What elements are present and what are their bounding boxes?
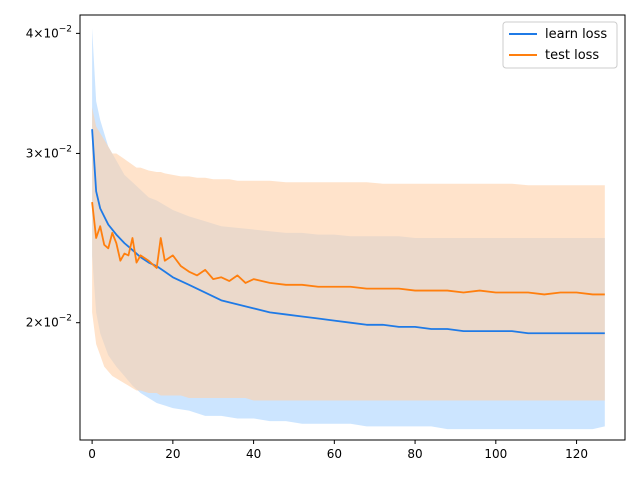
y-tick-base: ×10 [33,146,58,160]
y-tick-mantissa: 4 [26,26,34,40]
y-tick-exponent: −2 [59,314,72,324]
x-tick-label: 80 [407,447,422,461]
y-tick-mantissa: 2 [26,316,34,330]
y-tick-base: ×10 [33,26,58,40]
plot-area [91,28,605,430]
y-tick-exponent: −2 [59,24,72,34]
y-tick-base: ×10 [33,316,58,330]
x-tick-label: 0 [88,447,96,461]
axes-frame [79,14,626,441]
x-tick-label: 20 [165,447,180,461]
line-series-1 [91,201,605,296]
y-tick-label: 3×10−2 [26,144,72,160]
legend-label: test loss [545,48,599,63]
x-tick-label: 40 [246,447,261,461]
x-axis: 0 20 40 60 80 100 120 [88,440,588,461]
x-tick-label: 60 [327,447,342,461]
x-tick-label: 120 [565,447,588,461]
legend-label: learn loss [545,27,607,42]
y-tick-label: 4×10−2 [26,24,72,40]
y-tick-mantissa: 3 [26,146,34,160]
legend: learn loss test loss [502,21,618,69]
y-tick-label: 2×10−2 [26,314,72,330]
y-tick-exponent: −2 [59,144,72,154]
x-tick-label: 100 [484,447,507,461]
y-axis: 2×10−23×10−24×10−2 [26,24,80,330]
band-series-1 [92,107,605,401]
